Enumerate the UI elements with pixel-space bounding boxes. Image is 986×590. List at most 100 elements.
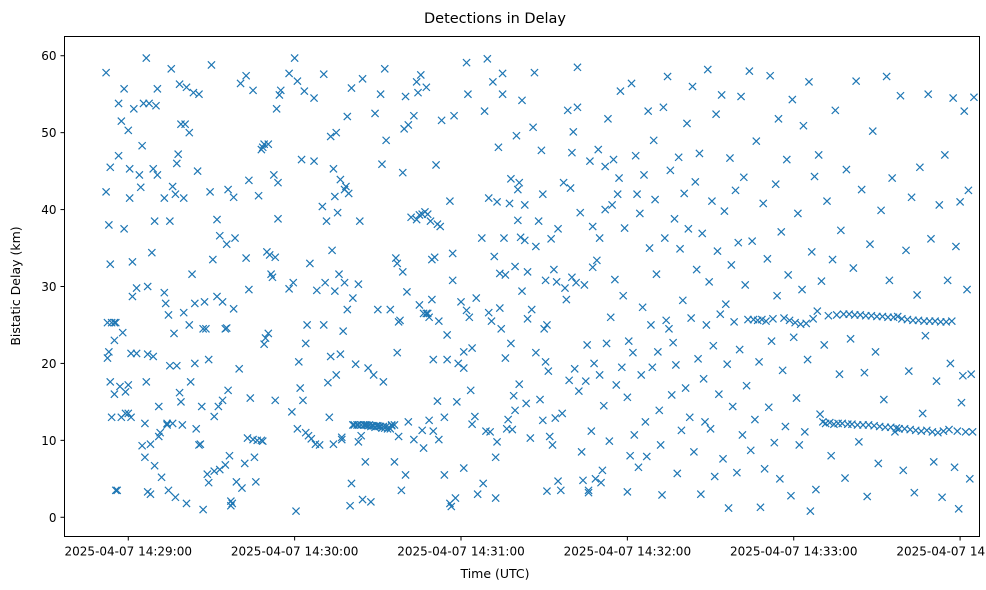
data-point [774, 114, 783, 123]
data-point [121, 387, 130, 396]
data-point [176, 397, 185, 406]
data-markers [102, 54, 978, 516]
data-point [662, 316, 671, 325]
data-point [800, 427, 809, 436]
data-point [430, 253, 439, 262]
data-point [174, 150, 183, 159]
data-point [517, 287, 527, 296]
data-point [249, 86, 258, 95]
data-point [104, 220, 113, 229]
data-point [538, 416, 547, 425]
data-point [907, 193, 916, 202]
data-point [655, 406, 664, 415]
data-point [752, 137, 761, 146]
data-point [120, 84, 129, 93]
data-point [567, 273, 576, 282]
data-point [182, 499, 191, 508]
data-point [160, 194, 169, 203]
data-point [684, 224, 693, 233]
data-point [630, 430, 639, 439]
data-point [554, 477, 563, 486]
data-point [721, 300, 730, 309]
data-point [531, 348, 540, 357]
data-point [333, 208, 342, 217]
data-point [172, 361, 181, 370]
data-point [798, 285, 807, 294]
data-point [301, 339, 310, 348]
data-point [354, 280, 363, 289]
data-point [201, 324, 210, 333]
data-point [118, 328, 127, 337]
data-point [127, 413, 136, 422]
data-point [404, 417, 413, 426]
data-point [272, 104, 281, 113]
data-point [165, 361, 174, 370]
data-point [257, 145, 266, 154]
data-point [558, 409, 567, 418]
data-point [434, 317, 443, 326]
data-point [969, 93, 978, 102]
data-point [773, 291, 782, 300]
data-point [548, 440, 557, 449]
data-point [344, 189, 353, 198]
data-point [448, 249, 457, 258]
data-point [720, 207, 729, 216]
data-point [129, 104, 138, 113]
data-point [746, 446, 755, 455]
data-point [899, 466, 908, 475]
data-point [343, 112, 352, 121]
data-point [312, 286, 321, 295]
data-point [946, 359, 955, 368]
data-point [140, 419, 149, 428]
data-point [770, 438, 779, 447]
data-point [691, 177, 700, 186]
data-point [806, 507, 815, 516]
data-point [273, 178, 283, 187]
data-point [169, 329, 179, 338]
data-point [190, 299, 199, 308]
data-point [329, 440, 338, 449]
data-point [445, 197, 454, 206]
data-point [289, 278, 298, 287]
data-point [702, 320, 711, 329]
data-point [207, 60, 216, 69]
data-point [206, 187, 215, 196]
data-point [415, 210, 424, 219]
data-point [605, 437, 614, 446]
data-point [483, 54, 492, 63]
data-point [949, 94, 958, 103]
data-point [694, 354, 703, 363]
data-point [493, 197, 502, 206]
data-point [235, 364, 244, 373]
data-point [432, 160, 441, 169]
data-point [121, 409, 130, 418]
data-point [361, 457, 370, 466]
data-point [659, 103, 668, 112]
data-point [398, 168, 407, 177]
data-point [538, 190, 547, 199]
data-point [298, 396, 307, 405]
data-point [682, 119, 692, 128]
data-point [125, 194, 134, 203]
data-point [186, 377, 195, 386]
data-point [531, 242, 540, 251]
data-point [811, 485, 820, 494]
data-point [962, 285, 972, 294]
data-point [591, 474, 600, 483]
data-point [879, 395, 888, 404]
data-point [865, 240, 875, 249]
data-point [443, 355, 452, 364]
data-point [106, 377, 115, 386]
data-point [459, 364, 468, 373]
data-point [218, 396, 227, 405]
data-point [727, 260, 736, 269]
axes-frame [64, 36, 980, 537]
data-point [165, 217, 174, 226]
data-point [386, 305, 395, 314]
data-point [218, 297, 227, 306]
data-point [175, 388, 184, 397]
data-point [382, 136, 391, 145]
data-point [468, 420, 477, 429]
y-axis-label: Bistatic Delay (km) [8, 226, 23, 345]
